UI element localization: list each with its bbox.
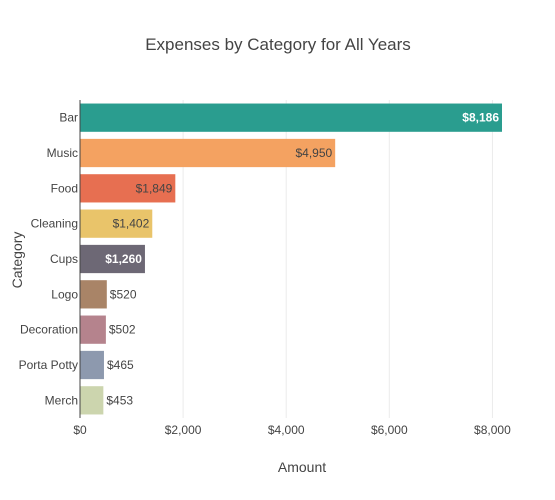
bar-merch	[80, 386, 104, 415]
bar-value-label: $520	[110, 287, 137, 301]
bar-value-label: $4,950	[295, 146, 332, 160]
bar-value-label: $1,260	[105, 252, 142, 266]
y-tick-label: Porta Potty	[19, 358, 78, 372]
x-axis-ticks: $0 $2,000 $4,000 $6,000 $8,000	[73, 423, 511, 437]
y-tick-label: Cleaning	[31, 217, 78, 231]
bar-decoration	[80, 315, 106, 344]
x-tick-label: $4,000	[268, 423, 305, 437]
y-tick-label: Decoration	[20, 323, 78, 337]
y-axis-ticks: Bar Music Food Cleaning Cups Logo Decoration Po…	[19, 111, 79, 408]
y-tick-label: Logo	[51, 287, 78, 301]
bar-value-label: $1,402	[113, 217, 150, 231]
y-tick-label: Food	[51, 181, 78, 195]
bar-value-label: $453	[106, 393, 133, 407]
bar-value-label: $502	[109, 323, 136, 337]
bar-cups	[80, 244, 145, 274]
x-tick-label: $8,000	[474, 423, 511, 437]
bar-bar	[80, 103, 502, 132]
y-tick-label: Cups	[50, 252, 78, 266]
y-axis-title: Category	[9, 232, 25, 289]
chart-title: Expenses by Category for All Years	[145, 35, 411, 54]
bar-cleaning	[80, 209, 153, 238]
x-tick-label: $2,000	[165, 423, 202, 437]
bars: $8,186 $4,950 $1,849 $1,402 $1,260 $520 $502 $4…	[80, 103, 502, 415]
x-axis-title: Amount	[278, 459, 326, 475]
bar-music	[80, 138, 336, 168]
bar-logo	[80, 280, 107, 309]
y-tick-label: Music	[47, 146, 78, 160]
y-tick-label: Merch	[45, 393, 78, 407]
bar-porta-potty	[80, 350, 104, 380]
x-tick-label: $0	[73, 423, 87, 437]
bar-value-label: $465	[107, 358, 134, 372]
bar-food	[80, 174, 176, 203]
x-tick-label: $6,000	[371, 423, 408, 437]
bar-value-label: $8,186	[462, 111, 499, 125]
y-tick-label: Bar	[59, 111, 78, 125]
bar-value-label: $1,849	[136, 181, 173, 195]
